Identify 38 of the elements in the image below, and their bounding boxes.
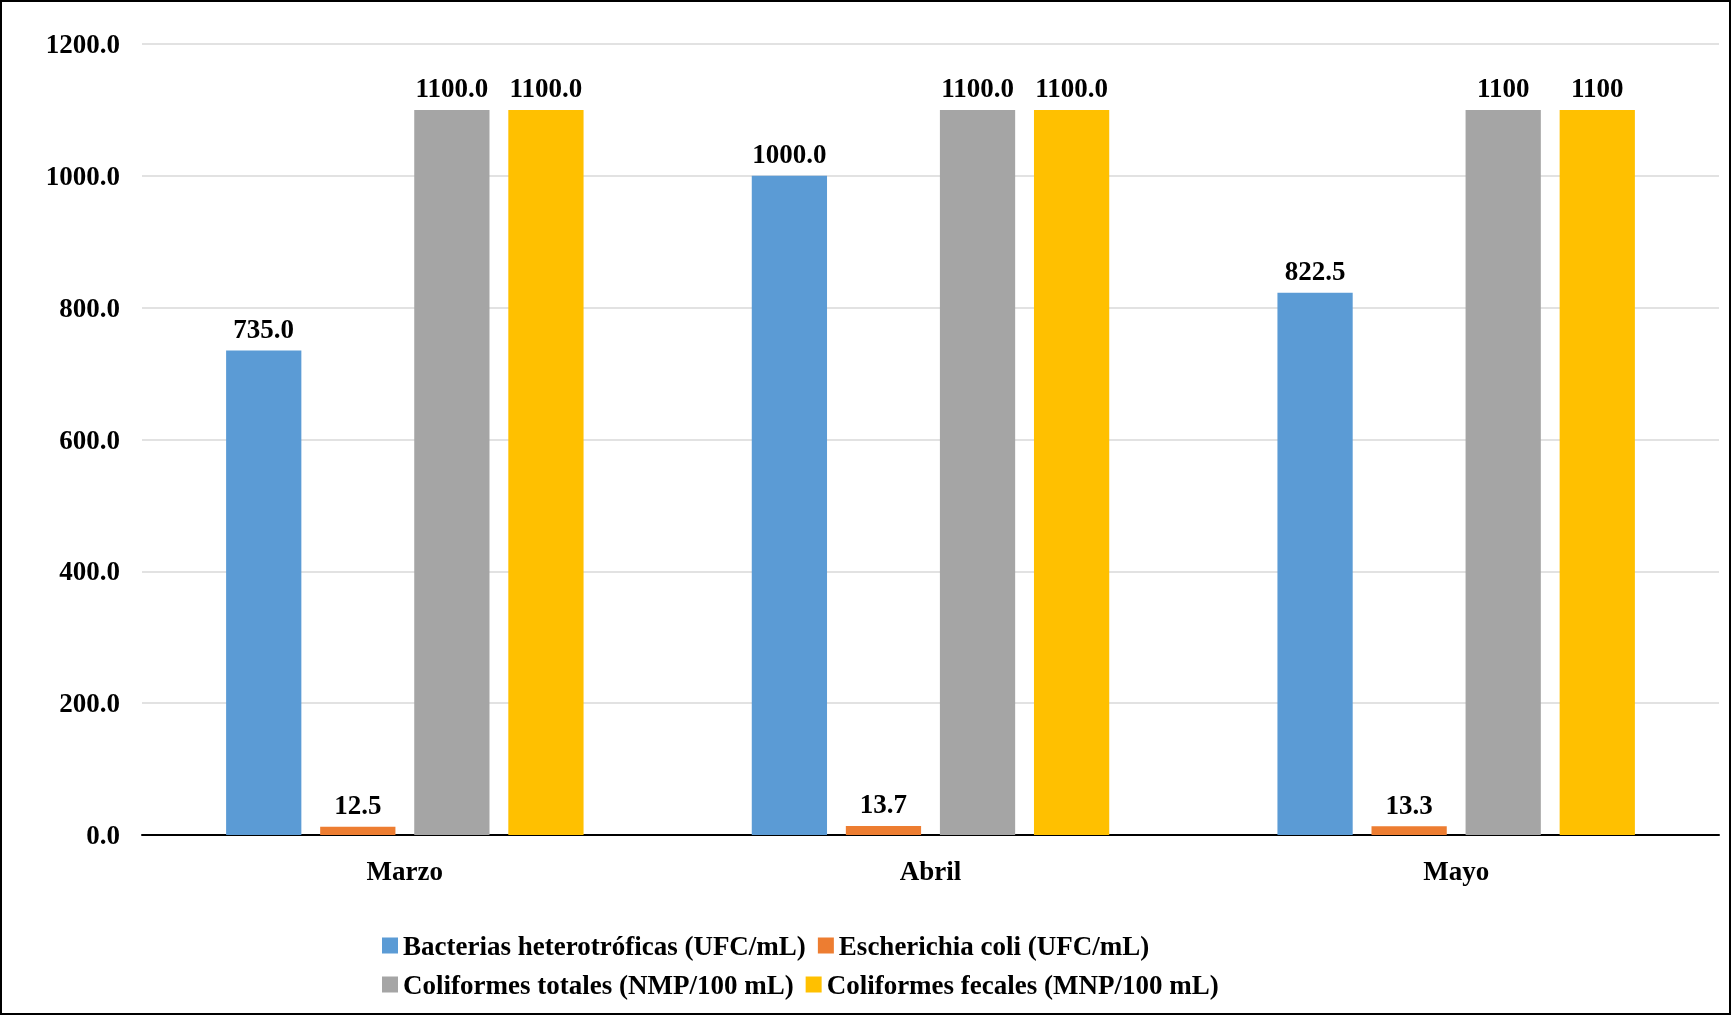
bar bbox=[414, 109, 490, 835]
y-tick-label: 1200.0 bbox=[45, 29, 120, 59]
legend-label: Escherichia coli (UFC/mL) bbox=[838, 930, 1150, 961]
data-label: 13.7 bbox=[859, 789, 908, 820]
bar bbox=[1277, 292, 1353, 835]
x-tick-label: Abril bbox=[899, 855, 962, 886]
y-tick-label: 200.0 bbox=[59, 688, 120, 719]
data-label: 1100.0 bbox=[941, 73, 1014, 104]
data-label: 12.5 bbox=[334, 790, 382, 821]
x-tick-label: Mayo bbox=[1423, 855, 1490, 886]
bar bbox=[320, 826, 396, 835]
legend-label: Coliformes totales (NMP/100 mL) bbox=[403, 969, 794, 1000]
data-label: 735.0 bbox=[233, 314, 295, 345]
y-tick-label: 600.0 bbox=[59, 424, 120, 455]
y-tick-label: 800.0 bbox=[59, 292, 120, 323]
legend-label: Bacterias heterotróficas (UFC/mL) bbox=[403, 930, 806, 961]
bar bbox=[939, 109, 1016, 835]
data-label: 1100.0 bbox=[1035, 73, 1108, 104]
data-label: 1100.0 bbox=[509, 73, 583, 104]
data-label: 822.5 bbox=[1284, 256, 1346, 287]
bar bbox=[1033, 109, 1110, 835]
data-label: 1100 bbox=[1571, 73, 1624, 104]
bar bbox=[845, 825, 922, 835]
bar bbox=[1465, 109, 1541, 835]
bar bbox=[1371, 826, 1447, 835]
bar bbox=[226, 350, 302, 835]
bar bbox=[508, 109, 584, 835]
x-tick-label: Marzo bbox=[366, 855, 444, 886]
data-label: 13.3 bbox=[1385, 789, 1433, 820]
bar bbox=[751, 175, 828, 835]
data-label: 1100 bbox=[1476, 73, 1530, 104]
y-tick-label: 0.0 bbox=[86, 820, 120, 850]
y-tick-label: 1000.0 bbox=[45, 160, 120, 191]
data-label: 1000.0 bbox=[752, 139, 827, 170]
y-tick-label: 400.0 bbox=[59, 556, 120, 587]
legend-label: Coliformes fecales (MNP/100 mL) bbox=[826, 969, 1219, 1000]
data-label: 1100.0 bbox=[415, 73, 489, 104]
bar bbox=[1559, 109, 1635, 835]
